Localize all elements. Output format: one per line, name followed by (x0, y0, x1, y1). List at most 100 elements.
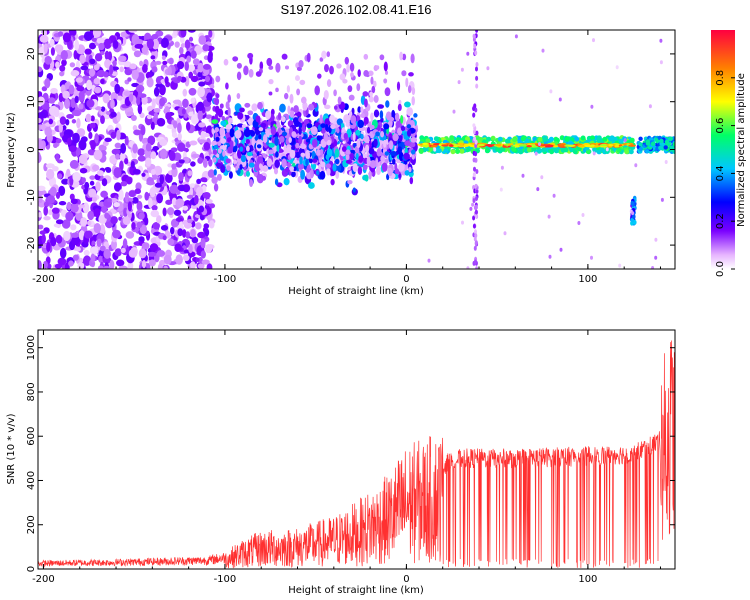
heatmap-cell (145, 71, 153, 79)
heatmap-cell (236, 93, 241, 99)
heatmap-cell (124, 157, 129, 165)
heatmap-cell (93, 64, 100, 71)
heatmap-cell (345, 159, 353, 164)
heatmap-cell (298, 117, 302, 123)
heatmap-cell (404, 101, 411, 108)
heatmap-cell (664, 139, 670, 145)
heatmap-cell (137, 86, 143, 97)
heatmap-cell (192, 58, 200, 66)
heatmap-cell (46, 241, 51, 253)
heatmap-cell (268, 65, 274, 70)
heatmap-cell (198, 81, 206, 87)
heatmap-cell (380, 155, 386, 163)
heatmap-cell (118, 55, 127, 63)
heatmap-cell (266, 57, 273, 67)
heatmap-cell (200, 177, 208, 183)
heatmap-cell (471, 202, 475, 207)
heatmap-cell (213, 183, 219, 192)
heatmap-cell (49, 186, 57, 197)
heatmap-cell (262, 165, 269, 172)
heatmap-cell (339, 73, 346, 81)
heatmap-cell (197, 71, 203, 78)
heatmap-cell (225, 82, 229, 90)
heatmap-cell (500, 165, 504, 170)
heatmap-cell (182, 88, 188, 97)
heatmap-cell (55, 138, 62, 144)
heatmap-cell (270, 126, 277, 136)
heatmap-cell (128, 249, 138, 258)
heatmap-cell (76, 118, 81, 129)
heatmap-cell (536, 148, 542, 154)
heatmap-cell (55, 219, 64, 225)
heatmap-cell (333, 89, 337, 97)
heatmap-cell (274, 136, 279, 146)
heatmap-cell (362, 91, 369, 97)
heatmap-cell (71, 236, 80, 246)
heatmap-cell (70, 224, 77, 231)
heatmap-cell (156, 193, 164, 204)
heatmap-cell (62, 90, 70, 99)
heatmap-cell (139, 112, 145, 119)
page-title: S197.2026.102.08.41.E16 (280, 2, 432, 17)
heatmap-cell (114, 83, 121, 94)
heatmap-cell (360, 106, 364, 113)
heatmap-cell (198, 122, 206, 128)
heatmap-cell (150, 121, 155, 130)
heatmap-cell (459, 148, 465, 154)
heatmap-cell (274, 178, 279, 186)
heatmap-cell (660, 197, 664, 202)
heatmap-cell (148, 259, 156, 267)
heatmap-cell (326, 79, 332, 88)
bottom-y-tick-label: 400 (26, 471, 37, 490)
heatmap-cell (277, 112, 282, 120)
heatmap-cell (559, 247, 563, 252)
heatmap-cell (363, 116, 369, 125)
heatmap-cell (84, 48, 92, 55)
heatmap-cell (113, 202, 120, 208)
bottom-plot-frame (37, 329, 676, 570)
heatmap-cell (74, 39, 80, 51)
heatmap-cell (202, 191, 211, 199)
heatmap-cell (654, 255, 658, 260)
heatmap-cell (101, 205, 107, 214)
heatmap-cell (154, 182, 162, 188)
heatmap-cell (281, 53, 288, 60)
heatmap-cell (261, 175, 267, 181)
heatmap-cell (659, 38, 663, 43)
heatmap-cell (70, 202, 79, 213)
heatmap-cell (407, 85, 412, 94)
heatmap-cell (460, 67, 464, 72)
heatmap-cell (137, 148, 145, 157)
heatmap-cell (502, 145, 507, 148)
heatmap-cell (190, 228, 196, 238)
heatmap-cell (197, 86, 206, 98)
heatmap-cell (648, 104, 652, 109)
heatmap-cell (69, 145, 77, 152)
colorbar-label: Normalized spectral amplitude (736, 73, 747, 227)
heatmap-cell (305, 138, 312, 143)
heatmap-cell (672, 142, 675, 147)
heatmap-cell (368, 170, 372, 180)
heatmap-cell (43, 201, 50, 208)
heatmap-cell (90, 115, 95, 122)
heatmap-cell (123, 61, 132, 68)
heatmap-cell (100, 190, 108, 198)
heatmap-cell (504, 138, 510, 144)
heatmap-cell (38, 66, 43, 73)
heatmap-cell (547, 214, 551, 219)
heatmap-cell (664, 160, 668, 164)
heatmap-cell (629, 137, 635, 143)
heatmap-cell (197, 139, 207, 144)
heatmap-cell (58, 92, 64, 103)
heatmap-cell (157, 263, 163, 269)
heatmap-cell (208, 30, 213, 38)
heatmap-cell (203, 223, 210, 229)
heatmap-cell (362, 153, 368, 159)
heatmap-cell (325, 123, 329, 132)
heatmap-cell (93, 86, 102, 94)
heatmap-cell (165, 112, 172, 121)
heatmap-cell (503, 231, 507, 236)
heatmap-cell (72, 254, 79, 261)
heatmap-cell (227, 106, 231, 117)
heatmap-cell (155, 83, 164, 88)
